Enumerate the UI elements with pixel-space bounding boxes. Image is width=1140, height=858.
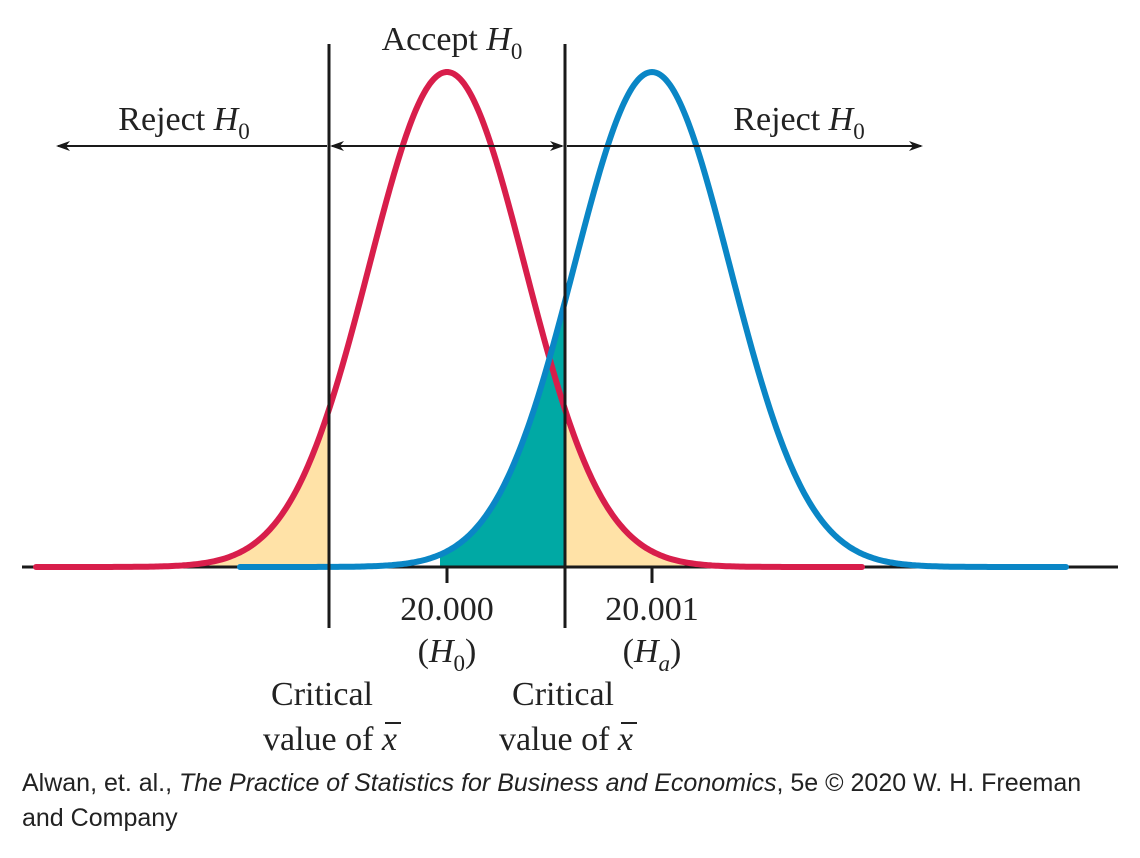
right-critical-label-line2: value of x	[499, 721, 633, 758]
left-critical-label-line1: Critical	[271, 676, 373, 713]
h0-mean-value: 20.000	[400, 591, 494, 628]
book-title: The Practice of Statistics for Business …	[179, 769, 777, 797]
left-critical-label-line2: value of x	[263, 721, 397, 758]
right-critical-label-line1: Critical	[512, 676, 614, 713]
reject-h0-left-label: Reject H0	[118, 101, 249, 144]
h0-mean-symbol: (H0)	[418, 633, 477, 676]
type-one-error-right-tail	[565, 409, 690, 567]
ha-mean-symbol: (Ha)	[623, 633, 682, 676]
ha-mean-value: 20.001	[605, 591, 699, 628]
null-hypothesis-curve	[33, 69, 865, 570]
alternative-hypothesis-curve	[237, 68, 1069, 570]
accept-h0-label: Accept H0	[382, 21, 523, 64]
type-two-error-region	[440, 301, 565, 567]
reject-h0-right-label: Reject H0	[733, 101, 864, 144]
type-one-error-left-tail	[200, 409, 329, 567]
figure-credit: Alwan, et. al., The Practice of Statisti…	[22, 769, 1082, 832]
